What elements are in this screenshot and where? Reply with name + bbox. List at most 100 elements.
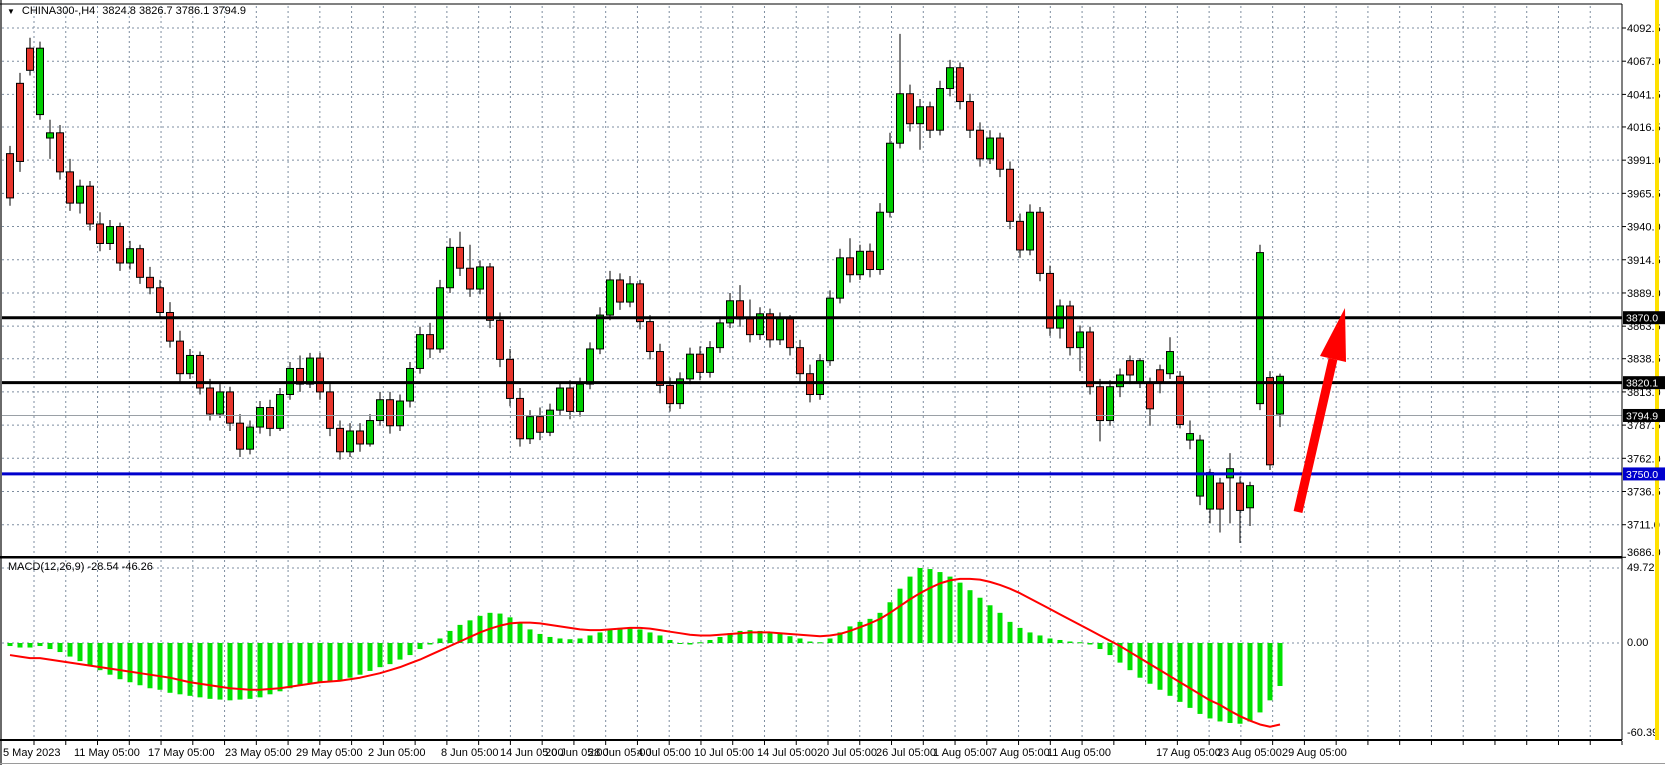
macd-bar bbox=[1107, 643, 1113, 656]
horizontal-levels[interactable] bbox=[2, 316, 1622, 476]
candle-bullish bbox=[936, 88, 944, 131]
macd-bar bbox=[767, 632, 773, 643]
macd-bar bbox=[1227, 643, 1233, 723]
macd-bar bbox=[1077, 642, 1083, 644]
candle-bearish bbox=[1236, 482, 1244, 511]
macd-bar bbox=[977, 597, 983, 643]
candle-bullish bbox=[246, 426, 254, 450]
candle-bearish bbox=[506, 358, 514, 399]
candle-bearish bbox=[456, 246, 464, 269]
candle-bearish bbox=[466, 267, 474, 290]
macd-bar bbox=[397, 643, 403, 660]
candle-bullish bbox=[106, 226, 114, 244]
time-axis-label: 11 May 05:00 bbox=[74, 747, 140, 759]
macd-bar bbox=[1037, 635, 1043, 643]
macd-histogram bbox=[7, 568, 1283, 724]
price-axis-label: 3762.0 bbox=[1627, 453, 1661, 465]
macd-bar bbox=[257, 643, 263, 698]
candle-bearish bbox=[1016, 220, 1024, 251]
macd-bar bbox=[237, 643, 243, 700]
macd-bar bbox=[87, 643, 93, 666]
candle-bearish bbox=[1266, 377, 1274, 466]
macd-bar bbox=[997, 612, 1003, 643]
candle-bullish bbox=[1116, 374, 1124, 388]
time-axis-label: 23 Aug 05:00 bbox=[1217, 747, 1282, 759]
macd-bar bbox=[917, 568, 923, 643]
candle-bearish bbox=[656, 351, 664, 386]
macd-bar bbox=[97, 643, 103, 671]
price-label-box-text: 3794.9 bbox=[1626, 410, 1658, 422]
candle-bearish bbox=[206, 387, 214, 415]
macd-bar bbox=[337, 643, 343, 681]
price-axis-label: 3787.5 bbox=[1627, 420, 1661, 432]
time-axis: 5 May 2023 11 May 05:00 17 May 05:00 23 May… bbox=[3, 741, 1623, 759]
macd-bar bbox=[37, 643, 43, 647]
macd-bar bbox=[297, 643, 303, 687]
macd-bar bbox=[307, 643, 313, 684]
candle-bearish bbox=[496, 319, 504, 360]
time-axis-label: 5 May 2023 bbox=[3, 747, 60, 759]
price-axis-label: 3940.0 bbox=[1627, 222, 1661, 234]
time-axis-label: 29 Aug 05:00 bbox=[1282, 747, 1347, 759]
candle-bearish bbox=[426, 334, 434, 350]
candle-bullish bbox=[586, 348, 594, 385]
trend-arrow-annotation[interactable] bbox=[1293, 308, 1346, 514]
macd-bar bbox=[1217, 643, 1223, 722]
candle-bearish bbox=[386, 399, 394, 427]
macd-bar bbox=[627, 627, 633, 643]
macd-bar bbox=[717, 636, 723, 643]
candle-bearish bbox=[1046, 272, 1054, 329]
macd-bar bbox=[757, 630, 763, 643]
macd-bar bbox=[527, 629, 533, 643]
candle-bullish bbox=[776, 318, 784, 341]
candle-bullish bbox=[376, 399, 384, 422]
macd-signal-line bbox=[9, 577, 1281, 728]
macd-bar bbox=[357, 643, 363, 675]
macd-bar bbox=[67, 643, 73, 657]
time-axis-label: 17 Aug 05:00 bbox=[1156, 747, 1221, 759]
candle-bullish bbox=[216, 391, 224, 415]
candle-bearish bbox=[6, 153, 14, 199]
price-label-box bbox=[1623, 376, 1665, 390]
time-axis-label: 26 Jul 05:00 bbox=[876, 747, 936, 759]
candle-bullish bbox=[1136, 360, 1144, 384]
grid-lines bbox=[2, 6, 1623, 739]
macd-bar bbox=[27, 643, 33, 648]
macd-bar bbox=[557, 638, 563, 643]
candle-bullish bbox=[676, 378, 684, 405]
symbol-dropdown-icon[interactable]: ▼ bbox=[7, 6, 15, 16]
macd-bar bbox=[687, 643, 693, 645]
macd-bar bbox=[177, 643, 183, 695]
macd-bar bbox=[537, 633, 543, 643]
macd-bar bbox=[1187, 643, 1193, 708]
candle-bullish bbox=[916, 106, 924, 125]
candle-bullish bbox=[706, 347, 714, 373]
macd-bar bbox=[887, 602, 893, 643]
macd-bar bbox=[187, 643, 193, 696]
time-axis-label: 1 Aug 05:00 bbox=[933, 747, 992, 759]
macd-bar bbox=[1177, 643, 1183, 702]
macd-bar bbox=[147, 643, 153, 689]
candle-bearish bbox=[16, 82, 24, 162]
candle-bearish bbox=[176, 340, 184, 375]
macd-bar bbox=[1047, 638, 1053, 643]
macd-bar bbox=[697, 642, 703, 644]
macd-bar bbox=[1117, 643, 1123, 663]
symbol-period-label: CHINA300-,H4 bbox=[21, 5, 96, 17]
price-axis-label: 3838.5 bbox=[1627, 354, 1661, 366]
macd-bar bbox=[677, 643, 683, 644]
candle-bearish bbox=[1006, 168, 1014, 222]
macd-bar bbox=[427, 643, 433, 645]
candle-bullish bbox=[366, 420, 374, 445]
candle-bearish bbox=[1066, 305, 1074, 349]
macd-bar bbox=[367, 643, 373, 671]
macd-bar bbox=[127, 643, 133, 683]
time-axis-label: 23 May 05:00 bbox=[225, 747, 292, 759]
time-axis-label: 11 Aug 05:00 bbox=[1047, 747, 1111, 759]
candle-bullish bbox=[416, 334, 424, 369]
macd-indicator-label: MACD(12,26,9) -28.54 -46.26 bbox=[8, 561, 153, 573]
macd-bar bbox=[817, 642, 823, 644]
candle-bullish bbox=[1276, 375, 1284, 415]
